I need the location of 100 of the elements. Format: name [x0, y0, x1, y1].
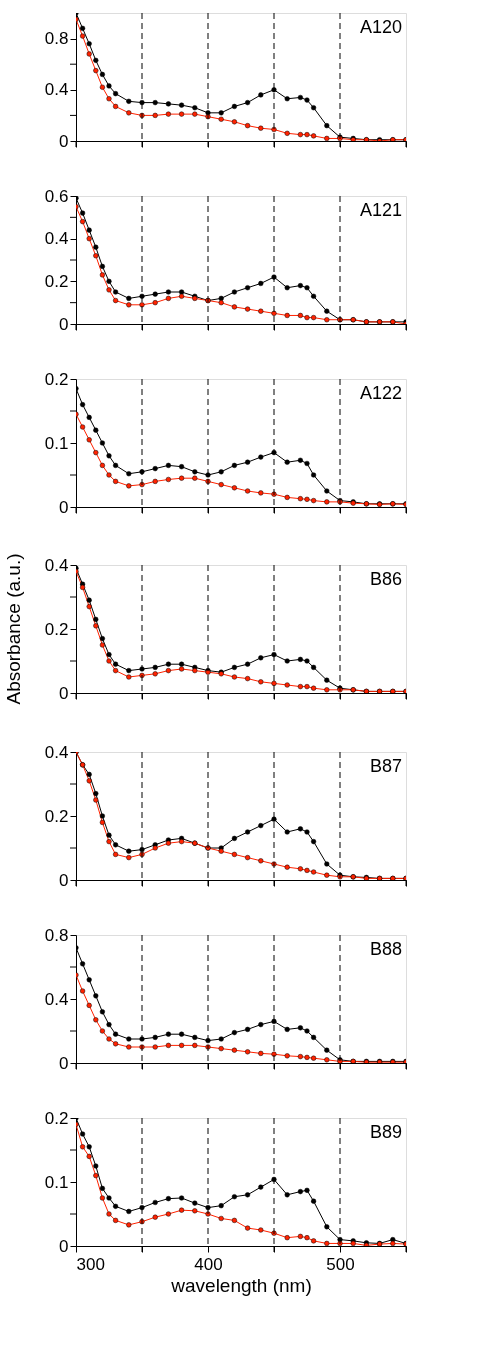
point: [311, 293, 317, 299]
point: [99, 636, 105, 642]
point: [93, 450, 99, 456]
point: [126, 98, 132, 104]
point: [284, 459, 290, 465]
point: [311, 105, 317, 111]
point: [113, 1041, 119, 1047]
point: [311, 869, 317, 875]
y-tick-label: 0: [59, 131, 69, 151]
point: [192, 668, 198, 674]
point: [113, 297, 119, 304]
point: [106, 1022, 112, 1028]
point: [245, 285, 251, 291]
point: [218, 300, 224, 306]
point: [304, 658, 310, 664]
x-tick-label: 300: [76, 1254, 105, 1274]
point: [179, 293, 185, 299]
point: [284, 658, 290, 664]
point: [126, 483, 132, 489]
point: [106, 453, 112, 459]
point: [297, 826, 303, 832]
point: [86, 778, 92, 784]
point: [126, 855, 132, 861]
point: [179, 111, 185, 117]
point: [139, 293, 145, 299]
point: [86, 437, 92, 443]
point: [113, 668, 119, 674]
point: [165, 1031, 171, 1037]
point: [245, 829, 251, 835]
point: [297, 496, 303, 502]
point: [231, 1030, 237, 1036]
point: [231, 835, 237, 841]
point: [126, 110, 132, 116]
point: [284, 864, 290, 870]
point: [192, 111, 198, 117]
point: [106, 278, 112, 284]
point: [205, 114, 211, 120]
point: [271, 1018, 277, 1024]
point: [218, 116, 224, 122]
point: [99, 813, 105, 819]
point: [139, 100, 145, 106]
point: [192, 1034, 198, 1040]
point: [113, 462, 119, 468]
point: [99, 642, 105, 648]
point: [258, 280, 264, 287]
point: [271, 274, 277, 280]
point: [86, 597, 92, 603]
point: [80, 25, 86, 31]
point: [179, 475, 185, 481]
point: [165, 462, 171, 468]
y-tick-label: 0.1: [44, 433, 69, 453]
point: [231, 664, 237, 670]
point: [258, 823, 264, 829]
point: [139, 302, 145, 308]
point: [99, 71, 105, 78]
point: [86, 414, 92, 420]
point: [324, 1047, 330, 1053]
point: [245, 1026, 251, 1032]
point: [80, 961, 86, 967]
point: [297, 312, 303, 319]
x-tick-label: 400: [194, 1254, 223, 1274]
point: [304, 97, 310, 103]
point: [165, 111, 171, 117]
point: [113, 103, 119, 110]
point: [113, 851, 119, 857]
point: [99, 84, 105, 90]
chart-title: B87: [369, 756, 402, 776]
point: [126, 674, 132, 680]
point: [139, 1044, 145, 1050]
point: [218, 110, 224, 116]
point: [231, 485, 237, 491]
point: [245, 855, 251, 861]
point: [304, 132, 310, 138]
point: [192, 1042, 198, 1048]
point: [106, 658, 112, 664]
point: [179, 289, 185, 295]
point: [231, 462, 237, 468]
point: [304, 496, 310, 502]
point: [218, 469, 224, 475]
point: [324, 1057, 330, 1063]
point: [284, 494, 290, 500]
y-tick-label: 0: [59, 1053, 69, 1073]
point: [179, 1031, 185, 1037]
point: [311, 1034, 317, 1040]
point: [245, 661, 251, 667]
chart-title: A120: [359, 17, 402, 37]
point: [245, 100, 251, 106]
point: [297, 866, 303, 872]
point: [179, 464, 185, 470]
point: [86, 1002, 92, 1008]
point: [271, 126, 277, 133]
point: [113, 91, 119, 97]
point: [139, 1036, 145, 1042]
point: [271, 816, 277, 822]
point: [179, 661, 185, 667]
point: [93, 253, 99, 259]
point: [271, 652, 277, 658]
point: [113, 478, 119, 484]
point: [165, 289, 171, 295]
point: [284, 130, 290, 136]
